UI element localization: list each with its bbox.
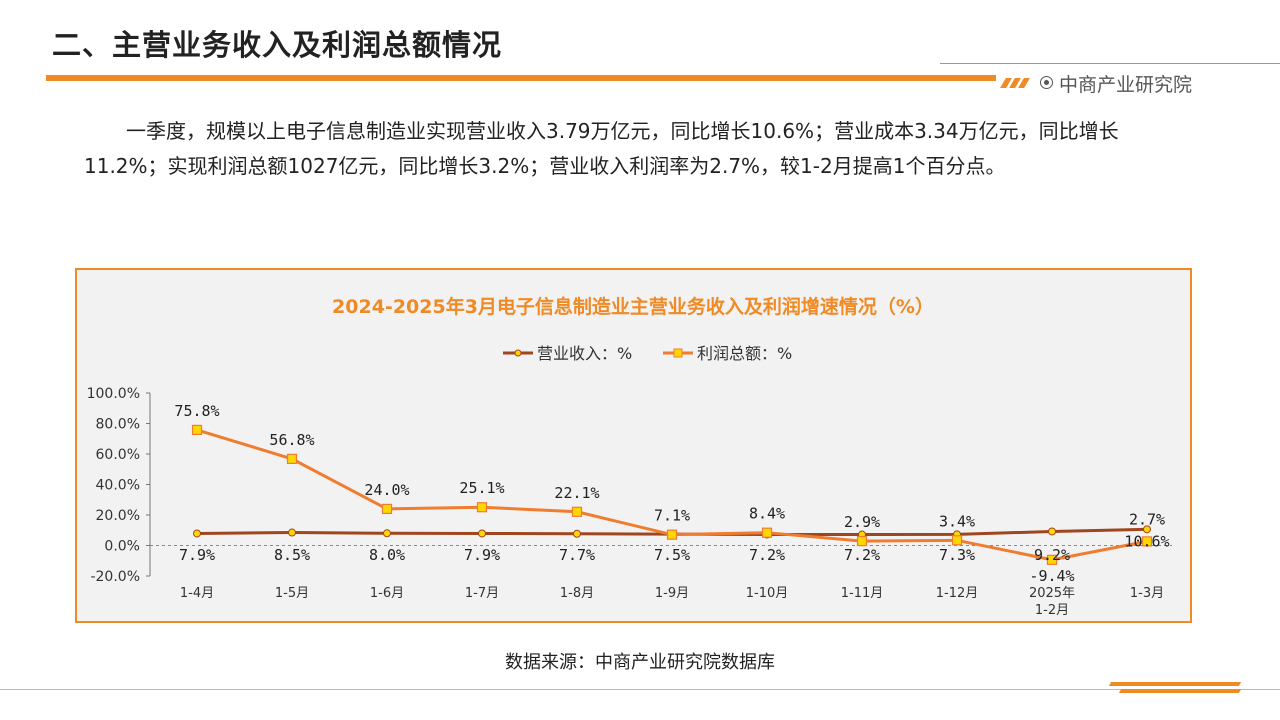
legend-marker-1 [673, 348, 683, 358]
revenue-data-label: 8.0% [369, 546, 405, 564]
profit-point [571, 506, 583, 517]
series-profit-line [196, 428, 1148, 562]
revenue-point [1143, 525, 1151, 534]
profit-point [286, 453, 298, 464]
x-tick-label: 1-5月 [275, 586, 309, 601]
profit-point [1141, 536, 1153, 547]
legend-marker-0 [514, 349, 522, 357]
revenue-data-label: 8.5% [274, 546, 310, 564]
title-accent-bar [46, 75, 996, 81]
header-divider [940, 63, 1280, 64]
x-tick-label: 2025年 1-2月 [1029, 586, 1075, 618]
footer-divider [0, 689, 1280, 690]
data-source: 数据来源：中商产业研究院数据库 [505, 652, 775, 673]
x-tick-label: 1-8月 [560, 586, 594, 601]
profit-point [761, 527, 773, 538]
x-tick-label: 1-6月 [370, 586, 404, 601]
profit-point [856, 535, 868, 547]
profit-data-label: 2.9% [844, 513, 880, 531]
revenue-data-label: 7.9% [179, 546, 215, 564]
revenue-data-label: 7.3% [939, 546, 975, 564]
revenue-data-label: 7.5% [654, 546, 690, 564]
x-tick-label: 1-4月 [180, 586, 214, 601]
chart-title: 2024-2025年3月电子信息制造业主营业务收入及利润增速情况（%） [332, 295, 934, 318]
revenue-data-label: 7.7% [559, 546, 595, 564]
y-tick-label: 100.0% [87, 386, 140, 402]
revenue-data-label: 7.9% [464, 546, 500, 564]
revenue-point [288, 528, 296, 537]
profit-point [381, 503, 393, 514]
summary-paragraph: 一季度，规模以上电子信息制造业实现营业收入3.79万亿元，同比增长10.6%；营… [84, 119, 1119, 178]
brand: 中商产业研究院 [1040, 70, 1192, 97]
brand-name: 中商产业研究院 [1059, 74, 1193, 96]
legend-label-1: 利润总额：% [697, 344, 792, 363]
profit-data-label: 8.4% [749, 505, 785, 523]
profit-data-label: 25.1% [459, 479, 504, 497]
profit-data-label: 24.0% [364, 481, 409, 499]
profit-data-label: 22.1% [554, 484, 599, 502]
y-tick-label: 40.0% [96, 478, 140, 494]
y-tick-label: -20.0% [90, 569, 140, 585]
profit-data-label: 75.8% [174, 402, 219, 420]
footer-stripes [1108, 682, 1242, 696]
revenue-point [193, 529, 201, 538]
y-tick-label: 20.0% [96, 508, 140, 524]
x-tick-label: 1-3月 [1130, 586, 1164, 601]
profit-data-label: -9.4% [1029, 567, 1074, 585]
target-icon [1040, 76, 1053, 89]
x-tick-label: 1-11月 [841, 586, 884, 601]
x-tick-label: 1-12月 [936, 586, 979, 601]
x-tick-label: 1-10月 [746, 586, 789, 601]
revenue-data-label: 7.2% [844, 546, 880, 564]
profit-point [666, 529, 678, 540]
revenue-data-label: 9.2% [1034, 546, 1070, 564]
x-tick-label: 1-9月 [655, 586, 689, 601]
profit-data-label: 56.8% [269, 431, 314, 449]
y-tick-label: 60.0% [96, 447, 140, 463]
page-title: 二、主营业务收入及利润总额情况 [52, 28, 503, 62]
revenue-point [478, 529, 486, 538]
profit-point [1046, 554, 1058, 565]
line-chart: 2024-2025年3月电子信息制造业主营业务收入及利润增速情况（%） 营业收入：… [87, 295, 1172, 618]
legend-label-0: 营业收入：% [537, 344, 632, 363]
profit-point [476, 502, 488, 513]
revenue-point [383, 529, 391, 538]
revenue-point [573, 529, 581, 538]
chart-container: 2024-2025年3月电子信息制造业主营业务收入及利润增速情况（%） 营业收入：… [75, 268, 1192, 623]
profit-data-label: 3.4% [939, 512, 975, 530]
y-tick-label: 0.0% [104, 539, 140, 555]
revenue-data-label: 7.2% [749, 546, 785, 564]
revenue-point [1048, 527, 1056, 536]
profit-point [951, 535, 963, 546]
x-tick-label: 1-7月 [465, 586, 499, 601]
y-tick-label: 80.0% [96, 417, 140, 433]
revenue-data-label: 10.6% [1124, 532, 1169, 550]
stripes-decoration [1000, 73, 1030, 92]
profit-data-label: 2.7% [1129, 510, 1165, 528]
profit-data-label: 7.1% [654, 507, 690, 525]
profit-point [191, 424, 203, 436]
